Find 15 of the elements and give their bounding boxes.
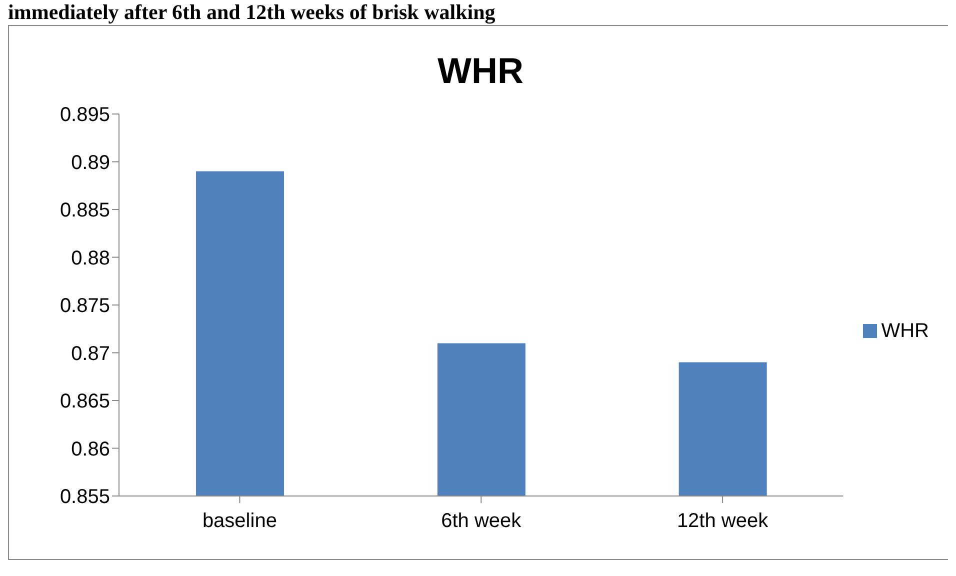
- y-tick-label: 0.88: [71, 247, 110, 270]
- y-tick-label: 0.87: [71, 342, 110, 365]
- y-tick-label: 0.865: [60, 390, 110, 413]
- y-tick-label: 0.895: [60, 104, 110, 126]
- y-tick-label: 0.855: [60, 486, 110, 508]
- x-tick-label: 6th week: [441, 510, 522, 532]
- chart-title: WHR: [436, 50, 524, 92]
- y-tick-label: 0.86: [71, 438, 110, 460]
- y-tick-label: 0.875: [60, 295, 110, 318]
- text: immediately after 6th and 12th weeks of brisk walking: [8, 0, 496, 24]
- x-tick-label: 12th week: [676, 510, 770, 532]
- legend-label: WHR: [881, 320, 929, 342]
- y-tick-label: 0.885: [60, 200, 110, 222]
- x-tick-label: baseline: [202, 510, 277, 532]
- y-tick-label: 0.89: [71, 152, 110, 174]
